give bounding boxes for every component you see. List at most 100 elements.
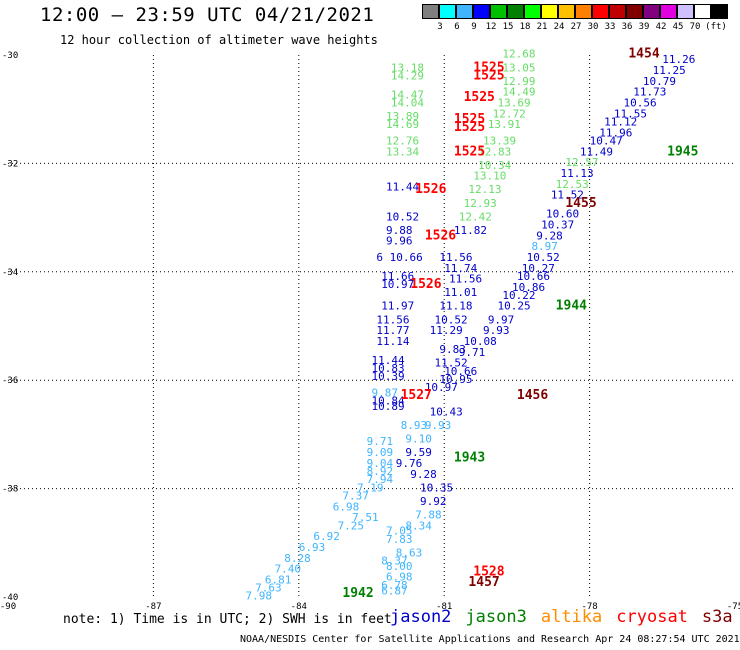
colorbar-tick: 9: [471, 22, 477, 32]
y-tick-label: -40: [2, 593, 18, 603]
x-tick-label: -78: [581, 602, 597, 612]
y-tick-label: -34: [2, 268, 18, 278]
wave-height-value: 11.73: [633, 86, 666, 99]
colorbar-swatch: [422, 4, 439, 19]
wave-height-value: 13.10: [473, 170, 506, 183]
wave-height-value: 6.78: [381, 579, 408, 592]
wave-height-value: 10.34: [478, 159, 511, 172]
wave-height-value: 7.83: [386, 533, 413, 546]
wave-height-value: 9.71: [459, 346, 486, 359]
wave-height-value: 9.93: [425, 419, 452, 432]
colorbar-swatch: [660, 4, 677, 19]
wave-height-value: 7.94: [367, 473, 394, 486]
wave-height-value: 13.39: [483, 134, 516, 147]
wave-height-value: 11.26: [662, 53, 695, 66]
wave-height-value: 7.63: [255, 582, 282, 595]
wave-height-value: 12.99: [502, 75, 535, 88]
wave-height-value: 10.95: [439, 373, 472, 386]
colorbar-swatch: [524, 4, 541, 19]
wave-height-value: 11.12: [604, 115, 637, 128]
pass-time-label: 1457: [468, 575, 499, 590]
wave-height-value: 10.79: [643, 75, 676, 88]
wave-height-value: 8.97: [531, 240, 558, 253]
wave-height-value: 9.04: [367, 457, 394, 470]
pass-time-label: 1526: [425, 228, 456, 243]
wave-height-value: 11.66: [381, 270, 414, 283]
colorbar-tick: 33: [604, 22, 616, 32]
wave-height-value: 10.39: [372, 370, 405, 383]
wave-height-value: 9.28: [536, 229, 563, 242]
colorbar-swatch: [592, 4, 609, 19]
pass-time-label: 1526: [410, 277, 441, 292]
pass-time-label: 1525: [454, 144, 485, 159]
wave-height-value: 13.34: [386, 145, 419, 158]
wave-height-value: 10.52: [435, 313, 468, 326]
colorbar-tick: 39: [638, 22, 650, 32]
wave-height-value: 10.47: [590, 134, 623, 147]
wave-height-value: 9.83: [439, 343, 466, 356]
colorbar-tick: 42: [655, 22, 667, 32]
pass-time-label: 1456: [517, 388, 548, 403]
wave-height-value: 10.66: [517, 270, 550, 283]
wave-height-value: 11.55: [614, 107, 647, 120]
wave-height-value: 10.22: [502, 289, 535, 302]
satellite-jason2: jason2: [390, 607, 452, 627]
pass-time-label: 1525: [473, 60, 504, 75]
wave-height-value: 11.44: [386, 181, 419, 194]
wave-height-value: 6.87: [381, 584, 408, 597]
wave-height-value: 11.29: [430, 324, 463, 337]
wave-height-value: 10.43: [430, 405, 463, 418]
pass-time-label: 1528: [473, 564, 504, 579]
colorbar-swatch: [439, 4, 456, 19]
wave-height-value: 9.87: [372, 386, 399, 399]
colorbar-tick: 18: [519, 22, 531, 32]
colorbar-swatch: [456, 4, 473, 19]
wave-height-value: 7.37: [342, 489, 369, 502]
wave-height-value: 12.53: [556, 178, 589, 191]
pass-time-label: 1454: [628, 47, 659, 62]
wave-height-value: 14.04: [391, 96, 424, 109]
colorbar-tick: 70: [689, 22, 701, 32]
wave-height-value: 11.52: [551, 189, 584, 202]
wave-height-value: 10.60: [546, 208, 579, 221]
wave-height-value: 11.14: [376, 335, 409, 348]
colorbar-tick: 15: [502, 22, 514, 32]
wave-height-value: 7.51: [352, 511, 379, 524]
pass-time-label: 1943: [454, 451, 485, 466]
satellite-jason3: jason3: [465, 607, 527, 627]
footnote: note: 1) Time is in UTC; 2) SWH is in fe…: [63, 612, 392, 627]
wave-height-value: 6.93: [299, 541, 326, 554]
x-tick-label: -75: [727, 602, 740, 612]
colorbar-tick: 27: [570, 22, 582, 32]
wave-height-value: 9.93: [483, 324, 510, 337]
pass-time-label: 1526: [415, 182, 446, 197]
colorbar-tick: 36: [621, 22, 633, 32]
wave-height-value: 6.92: [313, 530, 340, 543]
wave-height-value: 11.01: [444, 286, 477, 299]
wave-height-value: 10.83: [372, 362, 405, 375]
wave-height-value: 8.00: [386, 560, 413, 573]
wave-height-value: 10.84: [372, 395, 405, 408]
wave-height-value: 8.92: [367, 465, 394, 478]
wave-height-value: 13.89: [386, 110, 419, 123]
page-title: 12:00 – 23:59 UTC 04/21/2021: [40, 4, 375, 26]
wave-height-value: 7.98: [245, 590, 272, 603]
satellite-s3a: s3a: [701, 607, 733, 627]
satellite-altika: altika: [540, 607, 603, 627]
wave-height-value: 7.88: [415, 508, 442, 521]
wave-height-value: 14.29: [391, 69, 424, 82]
y-tick-label: -30: [2, 51, 18, 61]
wave-height-value: 10.52: [527, 251, 560, 264]
satellite-cryosat: cryosat: [616, 607, 688, 627]
wave-height-value: 13.18: [391, 61, 424, 74]
wave-height-value: 10.08: [464, 335, 497, 348]
wave-height-value: 10.35: [420, 481, 453, 494]
colorbar-tick: 21: [536, 22, 548, 32]
colorbar-swatch: [711, 4, 728, 19]
wave-height-value: 13.05: [502, 61, 535, 74]
wave-height-value: 12.76: [386, 134, 419, 147]
colorbar-swatch: [609, 4, 626, 19]
colorbar-tick: 12: [485, 22, 497, 32]
colorbar-swatch: [575, 4, 592, 19]
